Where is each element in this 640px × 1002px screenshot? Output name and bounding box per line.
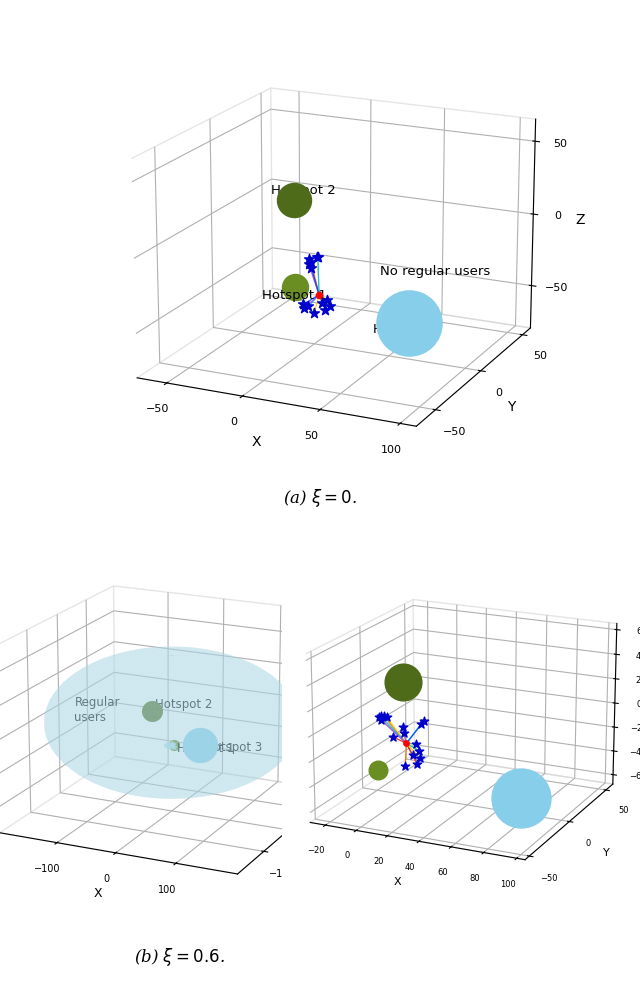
Text: (a) $\xi = 0$.: (a) $\xi = 0$. [283, 487, 357, 509]
Text: (b) $\xi = 0.6$.: (b) $\xi = 0.6$. [134, 946, 225, 968]
X-axis label: X: X [94, 888, 102, 901]
X-axis label: X: X [251, 435, 260, 449]
Y-axis label: Y: Y [320, 856, 328, 869]
Y-axis label: Y: Y [507, 400, 516, 414]
Y-axis label: Y: Y [603, 848, 610, 858]
X-axis label: X: X [394, 877, 401, 887]
